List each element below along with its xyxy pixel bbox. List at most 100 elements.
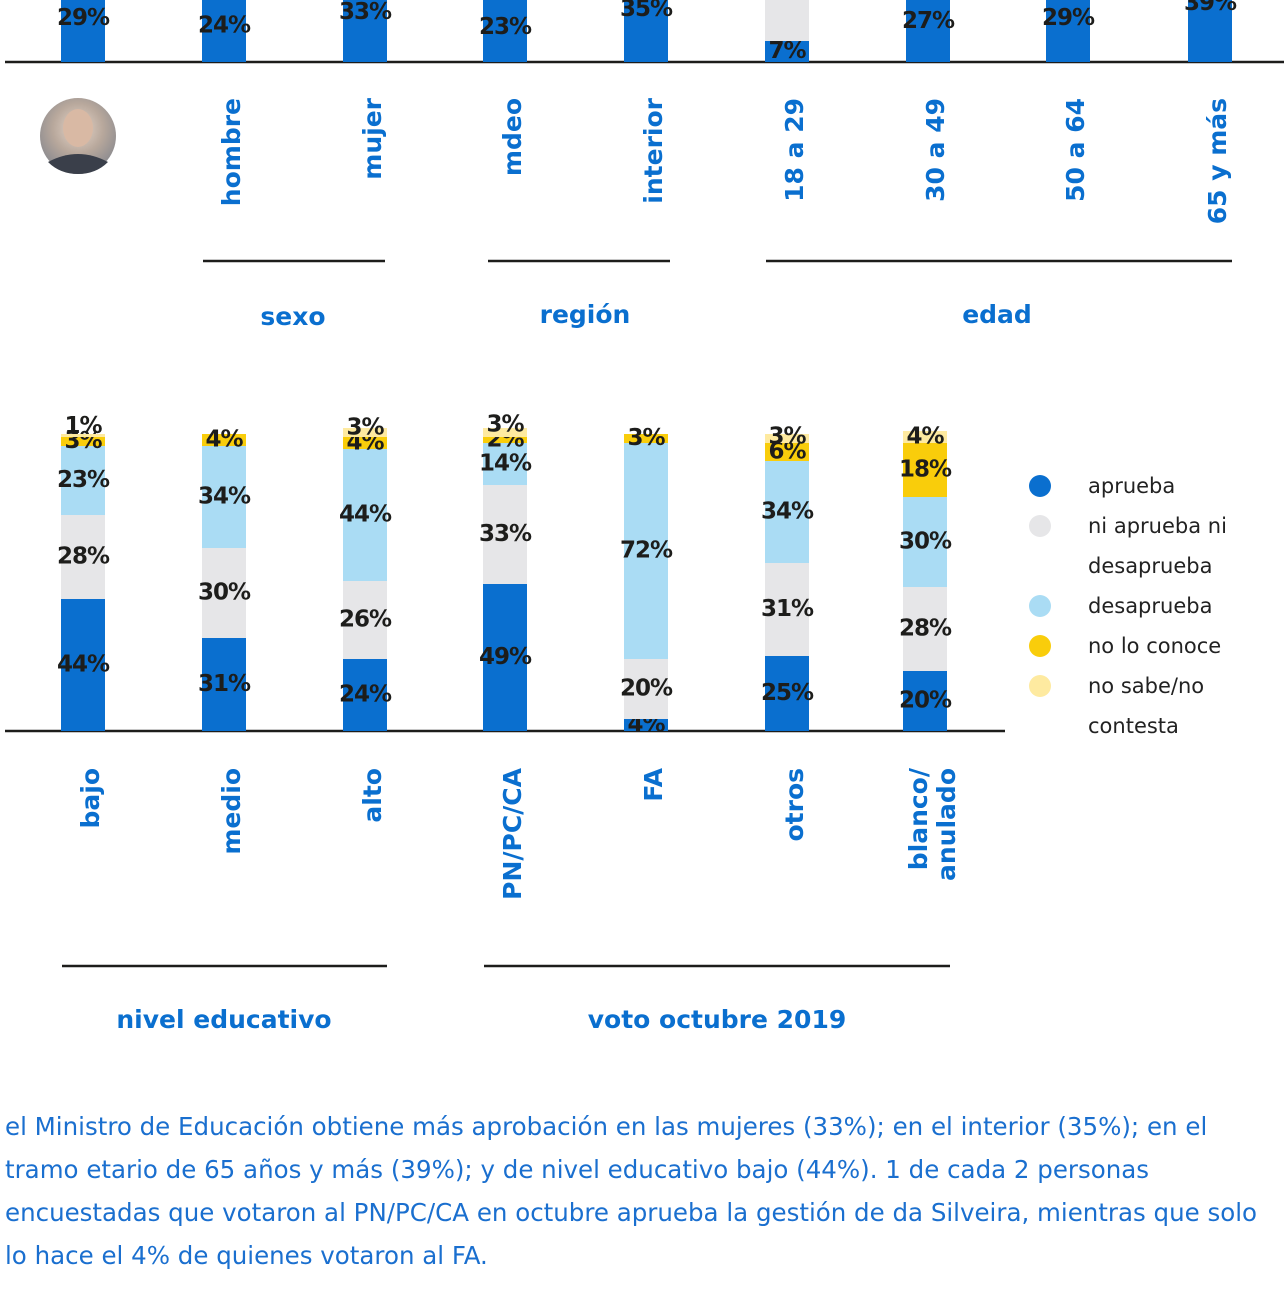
bar-segment [61,446,105,515]
bar-segment [765,0,809,41]
value-label: 24% [339,682,392,708]
category-label: hombre [217,98,246,206]
legend: aprueba ni aprueba ni desaprueba desaprueb… [1025,466,1280,746]
value-label: 3% [768,424,806,450]
legend-swatch [1029,635,1051,657]
value-label: 31% [761,596,814,622]
category-label: FA [639,767,668,801]
group-label: sexo [260,302,325,331]
value-label: 14% [479,451,532,477]
category-label-line: blanco/ [904,767,933,870]
bar-segment [343,437,387,449]
value-label: 34% [761,499,814,525]
value-label: 33% [339,0,392,25]
value-label: 39% [1184,0,1237,16]
bar-segment [343,0,387,62]
value-label: 44% [339,502,392,528]
bar-segment [765,443,809,461]
legend-swatch [1029,475,1051,497]
value-label: 30% [198,580,251,606]
value-label: 27% [902,8,955,34]
value-label: 29% [1042,5,1095,31]
legend-label: no sabe/no contesta [1088,674,1205,738]
legend-item: aprueba [1025,466,1280,506]
bar-segment [1188,0,1232,62]
bar-segment [61,599,105,731]
bar-segment [483,584,527,731]
category-label: interior [639,97,668,203]
bar-segment [624,443,668,659]
bar-segment [765,41,809,62]
value-label: 3% [64,428,102,454]
value-label: 28% [57,544,110,570]
bar-segment [903,497,947,587]
bar-segment [202,446,246,548]
legend-label: desaprueba [1088,594,1213,618]
bar-segment [343,581,387,659]
value-label: 49% [479,644,532,670]
value-label: 25% [761,680,814,706]
category-label: blanco/anulado [904,767,961,881]
value-label: 23% [479,14,532,40]
bar-segment [483,443,527,485]
category-label: mdeo [498,98,527,176]
value-label: 29% [57,5,110,31]
paragraph: el Ministro de Educación obtiene más apr… [5,1112,1258,1270]
value-label: 35% [761,0,814,1]
bar-segment [61,515,105,599]
value-label: 1% [64,413,102,439]
group-label: edad [962,300,1032,329]
value-label: 3% [486,412,524,438]
value-label: 3% [627,425,665,451]
bar-segment [483,437,527,443]
bar-segment [624,719,668,731]
bar-segment [765,461,809,563]
category-label: otros [780,768,809,842]
value-label: 4% [906,424,944,450]
category-label: PN/PC/CA [498,767,527,900]
bar-segment [765,563,809,656]
category-label: 18 a 29 [780,98,809,202]
value-label: 20% [620,676,673,702]
value-label: 31% [198,671,251,697]
bar-segment [624,434,668,443]
bar-segment [343,428,387,437]
value-label: 7% [768,38,806,64]
bar-segment [202,548,246,638]
value-label: 44% [57,652,110,678]
bar-segment [483,0,527,62]
category-label-line: anulado [932,768,961,881]
legend-label: no lo conoce [1088,634,1222,658]
group-label: nivel educativo [116,1005,331,1034]
bar-segment [202,434,246,446]
bar-segment [765,434,809,443]
legend-swatch [1029,675,1051,697]
value-label: 34% [198,484,251,510]
legend-item: ni aprueba ni desaprueba [1025,506,1280,586]
category-label: mujer [358,97,387,179]
bar-segment [1046,0,1090,62]
legend-label: ni aprueba ni desaprueba [1088,514,1227,578]
bar-segment [483,485,527,584]
bar-segment [903,443,947,497]
value-label: 26% [339,607,392,633]
category-label: 30 a 49 [921,98,950,202]
bar-segment [483,428,527,437]
value-label: 3% [346,415,384,441]
value-label: 72% [620,538,673,564]
legend-swatch [1029,595,1051,617]
group-label: región [540,300,631,329]
bar-segment [903,431,947,443]
legend-swatch [1029,515,1051,537]
bar-segment [903,671,947,731]
bar-segment [624,659,668,719]
value-label: 33% [479,521,532,547]
bar-segment [61,437,105,446]
bar-segment [343,449,387,581]
legend-item: desaprueba [1025,586,1280,626]
category-label: alto [358,768,387,823]
value-label: 30% [899,529,952,555]
legend-item: no sabe/no contesta [1025,666,1280,746]
